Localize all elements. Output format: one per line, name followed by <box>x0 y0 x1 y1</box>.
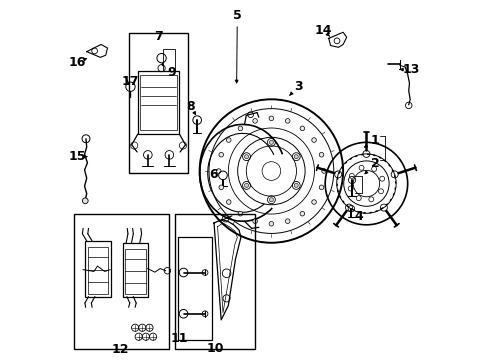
Text: 9: 9 <box>167 66 176 79</box>
Text: 10: 10 <box>206 342 224 355</box>
Circle shape <box>269 198 273 202</box>
Bar <box>122 243 148 297</box>
Circle shape <box>300 211 304 216</box>
Circle shape <box>285 118 289 123</box>
Circle shape <box>311 200 316 204</box>
Bar <box>125 249 145 294</box>
Text: 16: 16 <box>69 56 86 69</box>
Text: 1: 1 <box>370 134 379 147</box>
Circle shape <box>319 152 323 157</box>
Circle shape <box>226 200 230 204</box>
Circle shape <box>238 126 242 131</box>
Circle shape <box>294 183 298 188</box>
Circle shape <box>219 185 223 190</box>
Bar <box>74 214 169 348</box>
Circle shape <box>300 126 304 131</box>
Circle shape <box>319 185 323 190</box>
Text: 15: 15 <box>69 150 86 163</box>
Circle shape <box>226 138 230 142</box>
Text: 6: 6 <box>209 168 218 181</box>
Text: 4: 4 <box>354 210 363 223</box>
Text: 7: 7 <box>154 30 163 43</box>
Circle shape <box>268 116 273 121</box>
Bar <box>88 247 108 294</box>
Text: 17: 17 <box>122 75 139 88</box>
Circle shape <box>244 183 248 188</box>
Text: 12: 12 <box>112 343 129 356</box>
Circle shape <box>219 152 223 157</box>
Circle shape <box>285 219 289 224</box>
Bar <box>129 33 188 173</box>
Bar <box>85 241 110 297</box>
Text: 2: 2 <box>370 157 379 170</box>
Bar <box>140 75 177 130</box>
Circle shape <box>252 219 257 224</box>
Bar <box>163 49 175 71</box>
Text: 5: 5 <box>232 9 241 22</box>
Circle shape <box>238 211 242 216</box>
Text: 13: 13 <box>402 63 419 76</box>
Bar <box>174 214 255 348</box>
Text: 11: 11 <box>170 332 187 345</box>
Text: 8: 8 <box>186 100 195 113</box>
Circle shape <box>321 169 325 173</box>
Circle shape <box>269 140 273 144</box>
Circle shape <box>294 155 298 159</box>
Circle shape <box>82 198 88 204</box>
Circle shape <box>311 138 316 142</box>
Circle shape <box>216 169 221 173</box>
Circle shape <box>252 118 257 123</box>
Bar <box>138 71 179 134</box>
Text: 3: 3 <box>293 80 302 93</box>
Circle shape <box>244 155 248 159</box>
Circle shape <box>268 221 273 226</box>
Bar <box>178 237 212 339</box>
Text: 14: 14 <box>314 24 331 37</box>
